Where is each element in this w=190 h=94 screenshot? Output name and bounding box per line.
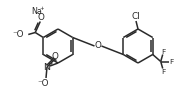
Text: +: +	[39, 6, 44, 11]
Text: N: N	[44, 63, 51, 72]
Text: Cl: Cl	[132, 12, 140, 21]
Text: O: O	[38, 13, 45, 22]
Text: Na: Na	[31, 7, 42, 16]
Text: O: O	[95, 41, 101, 50]
Text: ⁻O: ⁻O	[37, 78, 49, 88]
Text: O: O	[51, 52, 59, 61]
Text: F: F	[162, 69, 166, 75]
Text: ⁻O: ⁻O	[13, 30, 24, 39]
Text: F: F	[170, 58, 174, 64]
Text: F: F	[162, 49, 166, 55]
Text: +: +	[48, 61, 53, 66]
